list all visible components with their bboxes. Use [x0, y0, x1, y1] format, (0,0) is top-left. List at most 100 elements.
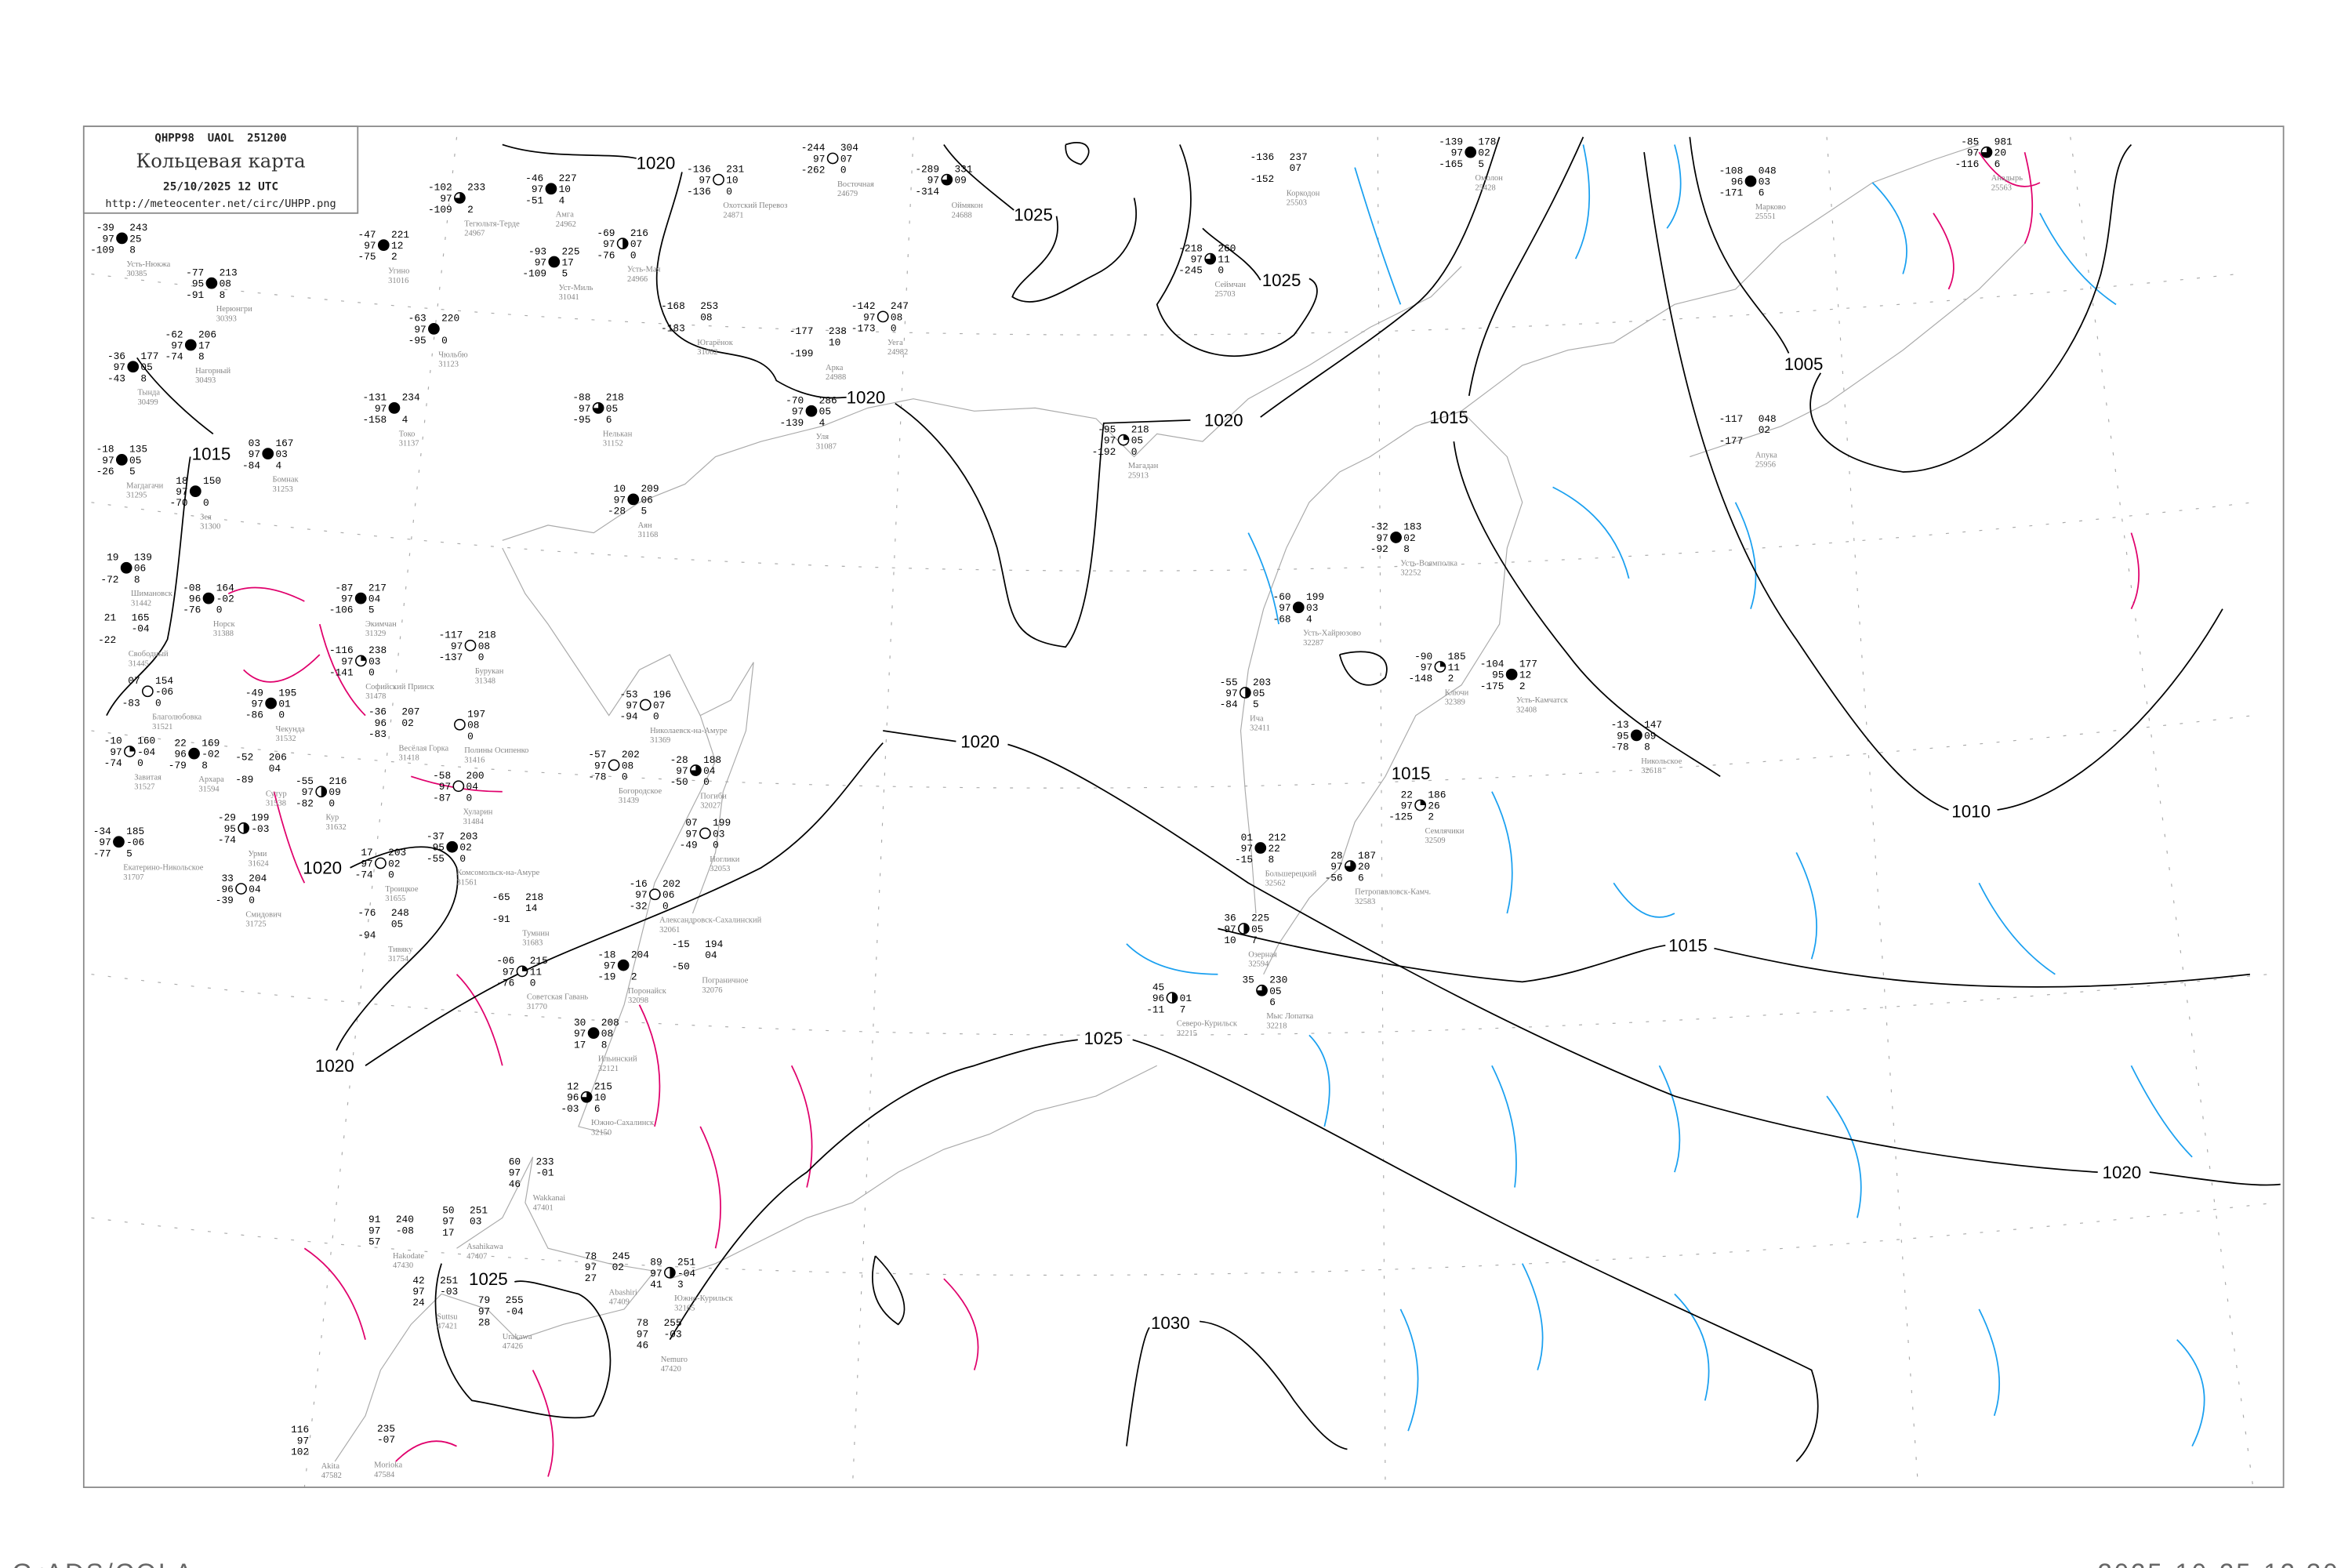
station-temperature: -39: [96, 222, 114, 234]
station-pressure: 202: [662, 878, 681, 890]
station-cloud-code: 8: [201, 760, 208, 771]
station-name: Urakawa: [503, 1333, 532, 1341]
station-pressure-tendency: -03: [251, 823, 269, 835]
station-pressure-tendency: 03: [1759, 176, 1770, 188]
station-visibility: 97: [574, 1028, 586, 1040]
source-url[interactable]: http://meteocenter.net/circ/UHPP.png: [105, 198, 336, 210]
station-id: 47582: [321, 1472, 342, 1480]
station-dew-point: -165: [1439, 158, 1463, 170]
station-pressure-tendency: 05: [1253, 688, 1265, 699]
station-pressure-tendency: 07: [630, 238, 642, 250]
cloud-cover-quarter-icon: [1434, 661, 1446, 673]
station-id: 24966: [627, 275, 648, 284]
station-temperature: 10: [614, 483, 626, 495]
station-id: 31632: [326, 823, 347, 832]
